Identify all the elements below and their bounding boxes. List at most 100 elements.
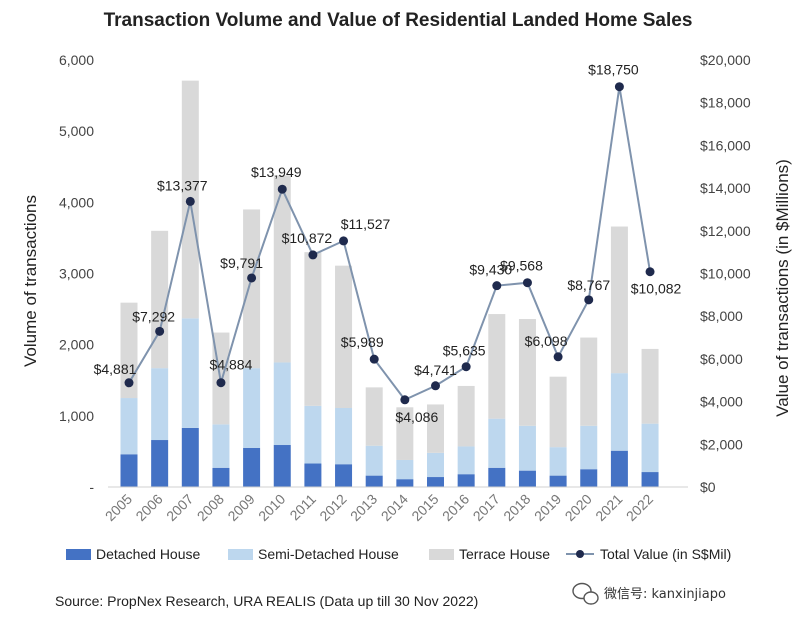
total-value-label: $8,767 [567,277,610,293]
watermark: 微信号: kanxinjiapo [572,582,726,605]
bar-semi-detached-2017 [488,418,506,468]
legend-marker-total-value [576,550,584,558]
y-axis-right-label: Value of transactions (in $Millions) [773,159,792,417]
bar-terrace-2006 [151,230,169,369]
bar-terrace-2009 [243,209,261,369]
bar-detached-2019 [549,475,567,487]
bar-terrace-2019 [549,376,567,448]
bar-detached-2009 [243,447,261,487]
bar-detached-2008 [212,467,230,487]
x-tick-label: 2007 [163,491,196,524]
y-right-tick-label: $12,000 [700,223,751,239]
x-tick-label: 2011 [286,491,319,524]
total-value-label: $18,750 [588,62,639,78]
bar-semi-detached-2022 [641,423,659,473]
y-left-tick-label: 1,000 [59,408,94,424]
bar-terrace-2014 [396,407,414,460]
total-value-label: $5,989 [341,334,384,350]
legend-swatch-terrace [429,549,454,560]
y-right-tick-label: $16,000 [700,137,751,153]
total-value-point [124,378,134,388]
y-right-tick-label: $8,000 [700,308,743,324]
bar-detached-2021 [610,450,628,487]
y-left-tick-label: 6,000 [59,52,94,68]
chart-title: Transaction Volume and Value of Resident… [104,10,693,31]
bar-detached-2014 [396,479,414,487]
total-value-line-path [128,86,652,402]
y-right-tick-label: $14,000 [700,180,751,196]
y-right-tick-label: $20,000 [700,52,751,68]
bar-semi-detached-2021 [610,373,628,451]
y-right-tick-label: $10,000 [700,266,751,282]
legend: Detached House Semi-Detached House Terra… [66,546,731,562]
bar-semi-detached-2012 [335,408,353,465]
y-axis-left-label: Volume of transactions [21,195,40,367]
total-value-label: $9,568 [500,258,543,274]
y-axis-right: $0 $2,000 $4,000 $6,000 $8,000 $10,000 $12,000… [700,52,751,495]
bar-semi-detached-2005 [120,398,138,455]
bar-detached-2010 [273,445,291,487]
x-tick-label: 2010 [255,491,288,524]
y-left-tick-label: 5,000 [59,123,94,139]
bar-terrace-2013 [365,387,383,446]
total-value-point [339,236,349,246]
total-value-point [584,295,594,305]
bar-semi-detached-2019 [549,447,567,476]
total-value-point [461,362,471,372]
bar-detached-2011 [304,463,322,487]
total-value-label: $9,791 [220,255,263,271]
total-value-point [431,381,440,391]
total-value-point [645,267,655,277]
bar-semi-detached-2018 [518,425,536,471]
bar-terrace-2020 [580,337,598,426]
total-value-label: $10,082 [631,281,682,297]
bar-semi-detached-2009 [243,368,261,448]
bar-semi-detached-2015 [427,452,444,478]
total-value-label: $13,949 [251,164,302,180]
y-left-tick-label: 2,000 [59,337,94,353]
bar-semi-detached-2014 [396,459,414,480]
x-tick-label: 2013 [347,491,380,524]
total-value-point [400,395,410,405]
total-value-point [185,196,195,206]
bar-terrace-2010 [273,175,291,363]
y-right-tick-label: $4,000 [700,394,743,410]
bar-terrace-2015 [427,404,444,453]
bar-semi-detached-2010 [273,362,291,446]
y-right-tick-label: $18,000 [700,95,751,111]
bar-detached-2022 [641,472,659,487]
bar-semi-detached-2007 [181,318,199,428]
bar-terrace-2016 [457,385,475,447]
legend-label-semi-detached: Semi-Detached House [258,546,399,562]
y-axis-left: - 1,000 2,000 3,000 4,000 5,000 6,000 [59,52,94,495]
y-left-tick-label: 3,000 [59,266,94,282]
bar-detached-2013 [365,475,383,487]
bar-semi-detached-2020 [580,425,598,470]
total-value-label: $4,086 [395,409,438,425]
bar-terrace-2017 [488,314,506,419]
x-axis: 2005200620072008200920102011201220132014… [102,491,657,524]
total-value-point [277,184,287,194]
bar-semi-detached-2013 [365,445,383,476]
bar-detached-2015 [427,477,444,487]
x-tick-label: 2012 [316,491,349,524]
watermark-text: 微信号: kanxinjiapo [604,587,726,602]
total-value-point [247,273,257,283]
total-value-label: $11,527 [341,216,391,232]
x-tick-label: 2005 [102,491,135,524]
total-value-label: $10,872 [282,230,333,246]
bar-terrace-2021 [610,226,628,374]
bar-detached-2005 [120,454,138,487]
bar-detached-2016 [457,474,475,487]
x-tick-label: 2022 [623,491,656,524]
total-value-point [308,250,318,260]
y-right-tick-label: $2,000 [700,436,743,452]
bar-detached-2012 [335,464,353,487]
total-value-label: $4,881 [94,361,137,377]
x-tick-label: 2008 [194,491,227,524]
y-right-tick-label: $0 [700,479,716,495]
total-value-line: $4,881 $7,292 $13,377 $4,884 $9,791 $13,949 $1… [94,62,682,425]
legend-label-total-value: Total Value (in S$Mil) [600,546,731,562]
y-right-tick-label: $6,000 [700,351,743,367]
